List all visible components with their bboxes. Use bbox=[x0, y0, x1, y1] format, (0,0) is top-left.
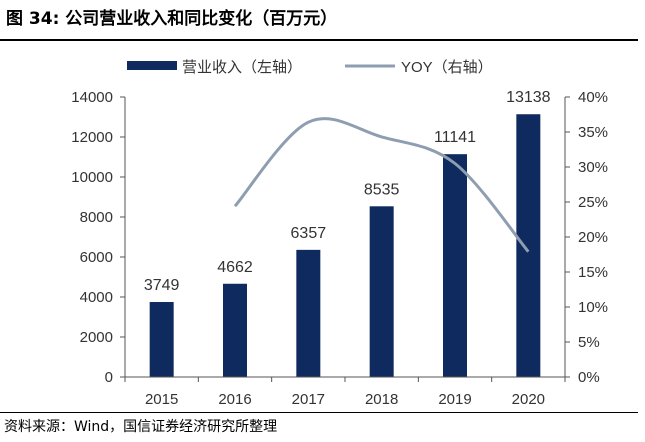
legend-bar-swatch bbox=[127, 61, 177, 70]
x-tick-label-2019: 2019 bbox=[438, 391, 471, 408]
source-note: 资料来源：Wind，国信证券经济研究所整理 bbox=[4, 419, 278, 435]
y-left-tick-label-6000: 6000 bbox=[80, 249, 113, 266]
x-tick-label-2016: 2016 bbox=[218, 391, 251, 408]
bar-label-2017: 6357 bbox=[291, 225, 327, 242]
legend-bar-label: 营业收入（左轴） bbox=[182, 59, 302, 76]
yoy-line bbox=[233, 117, 530, 253]
x-tick-label-2020: 2020 bbox=[512, 391, 545, 408]
y-right-tick-label-25%: 25% bbox=[578, 194, 608, 211]
chart-axes: 0 2000 4000 6000 8000 10000 12000 14000 0% 5% 10% 1… bbox=[71, 89, 608, 408]
title-divider bbox=[0, 39, 638, 41]
chart-legend: 营业收入（左轴） YOY（右轴） bbox=[127, 59, 493, 76]
y-right-tick-label-30%: 30% bbox=[578, 159, 608, 176]
y-left-tick-label-0: 0 bbox=[105, 369, 113, 386]
bar-2016 bbox=[223, 283, 247, 377]
bar-series bbox=[149, 114, 541, 378]
x-tick-label-2017: 2017 bbox=[292, 391, 325, 408]
bar-label-2016: 4662 bbox=[217, 259, 253, 276]
y-right-tick-label-20%: 20% bbox=[578, 229, 608, 246]
y-right-tick-label-15%: 15% bbox=[578, 264, 608, 281]
bar-label-2015: 3749 bbox=[144, 277, 180, 294]
bar-2017 bbox=[296, 249, 321, 377]
legend-line-label: YOY（右轴） bbox=[401, 59, 493, 76]
y-right-tick-label-35%: 35% bbox=[578, 124, 608, 141]
bar-2019 bbox=[443, 154, 467, 377]
y-left-tick-label-4000: 4000 bbox=[80, 289, 113, 306]
y-left-tick-label-12000: 12000 bbox=[71, 129, 113, 146]
x-tick-label-2015: 2015 bbox=[145, 391, 178, 408]
bar-label-2019: 11141 bbox=[434, 129, 476, 146]
bar-label-2020: 13138 bbox=[506, 89, 551, 106]
figure-title: 图 34: 公司营业收入和同比变化（百万元） bbox=[6, 9, 338, 29]
x-tick-label-2018: 2018 bbox=[365, 391, 398, 408]
bar-2020 bbox=[516, 114, 541, 378]
y-left-tick-label-8000: 8000 bbox=[80, 209, 113, 226]
y-right-tick-label-40%: 40% bbox=[578, 89, 608, 106]
y-right-tick-label-0%: 0% bbox=[578, 369, 600, 386]
bar-label-2018: 8535 bbox=[364, 181, 400, 198]
yoy-line-series bbox=[233, 117, 530, 253]
bar-2015 bbox=[149, 302, 174, 377]
y-right-tick-label-10%: 10% bbox=[578, 299, 608, 316]
bar-2018 bbox=[369, 206, 394, 377]
y-left-tick-label-2000: 2000 bbox=[80, 329, 113, 346]
bar-data-labels: 3749 4662 6357 8535 11141 13138 bbox=[144, 89, 551, 294]
y-left-tick-label-14000: 14000 bbox=[71, 89, 113, 106]
source-divider bbox=[0, 412, 638, 413]
y-right-tick-label-5%: 5% bbox=[578, 334, 600, 351]
y-left-tick-label-10000: 10000 bbox=[71, 169, 113, 186]
